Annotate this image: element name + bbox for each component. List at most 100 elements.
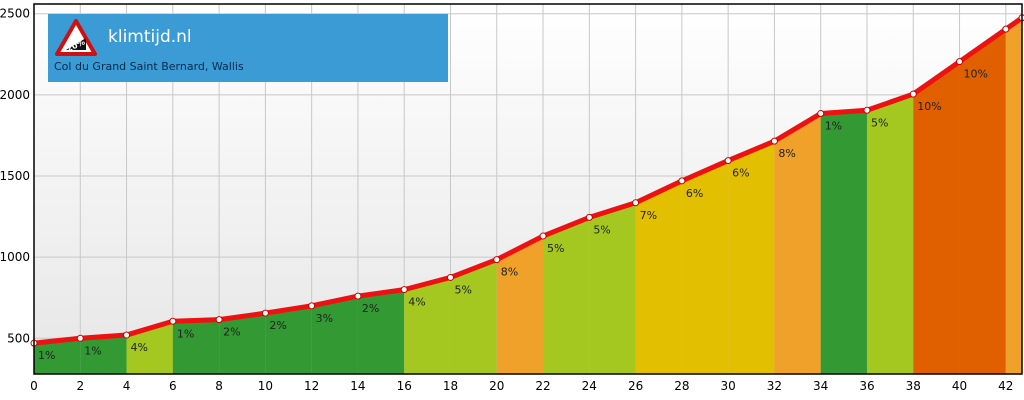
grade-labels: 1% 1% 4% 1% 2% 2% 3% 2% 4% 5% 8% 5% 5% 7% 6% 6% 8% 1% 5% 10… <box>38 68 988 363</box>
profile-point <box>400 286 408 294</box>
grade-segment <box>589 202 636 374</box>
x-tick-label: 4 <box>123 379 131 393</box>
grade-label: 10% <box>964 68 988 81</box>
y-tick-label: 500 <box>7 331 30 345</box>
brand-header: 20% klimtijd.nl Col du Grand Saint Berna… <box>48 14 448 82</box>
profile-point <box>956 58 964 66</box>
plot-border <box>33 3 1023 375</box>
grade-segment <box>265 305 312 374</box>
grade-segment <box>1005 17 1022 375</box>
grade-segment <box>774 113 821 374</box>
grade-segment <box>496 236 544 374</box>
profile-point <box>909 90 917 98</box>
x-axis-ticks: 0 2 4 6 8 10 12 14 16 18 20 22 24 26 28 30 32 34 36 38 40 42 <box>30 379 1013 393</box>
grade-label: 5% <box>547 242 564 255</box>
climb-name: Col du Grand Saint Bernard, Wallis <box>54 60 244 73</box>
profile-point <box>724 157 732 165</box>
x-tick-label: 32 <box>767 379 782 393</box>
grade-segment <box>404 277 451 374</box>
brand-name[interactable]: klimtijd.nl <box>108 27 192 47</box>
profile-point <box>539 232 547 240</box>
grade-segment <box>866 94 914 374</box>
x-tick-label: 18 <box>443 379 458 393</box>
x-tick-label: 6 <box>169 379 177 393</box>
grade-segments <box>34 17 1022 375</box>
profile-point <box>308 302 316 310</box>
profile-point <box>585 213 593 221</box>
profile-point <box>123 331 131 339</box>
x-tick-label: 16 <box>397 379 412 393</box>
grade-segment <box>543 217 590 374</box>
x-tick-label: 10 <box>258 379 273 393</box>
grade-label: 10% <box>917 100 941 113</box>
grade-label: 4% <box>131 341 148 354</box>
grade-segment <box>681 160 729 374</box>
x-tick-label: 8 <box>215 379 223 393</box>
warning-sign-icon: 20% <box>55 19 97 56</box>
grade-segment <box>357 289 405 374</box>
grade-segment <box>34 338 81 374</box>
grade-label: 1% <box>84 344 101 357</box>
grade-segment <box>126 321 173 374</box>
grade-label: 5% <box>593 223 610 236</box>
grade-label: 1% <box>38 349 55 362</box>
y-tick-label: 2000 <box>0 88 30 102</box>
grade-label: 2% <box>223 326 240 339</box>
grade-segment <box>635 180 682 374</box>
y-tick-label: 1000 <box>0 250 30 264</box>
y-tick-label: 1500 <box>0 169 30 183</box>
x-tick-label: 26 <box>628 379 643 393</box>
grade-label: 6% <box>686 187 703 200</box>
x-tick-label: 14 <box>350 379 365 393</box>
x-tick-label: 42 <box>998 379 1013 393</box>
x-tick-label: 2 <box>76 379 84 393</box>
profile-point <box>1002 25 1010 33</box>
profile-point <box>261 309 269 317</box>
x-tick-label: 0 <box>30 379 38 393</box>
x-tick-label: 40 <box>952 379 967 393</box>
grade-label: 6% <box>732 167 749 180</box>
grade-label: 8% <box>778 147 795 160</box>
grade-segment <box>219 313 266 374</box>
profile-point <box>770 137 778 145</box>
profile-points <box>30 14 1024 347</box>
x-tick-label: 36 <box>859 379 874 393</box>
x-tick-label: 24 <box>582 379 597 393</box>
x-tick-label: 30 <box>721 379 736 393</box>
grade-label: 2% <box>269 319 286 332</box>
profile-point <box>863 106 871 114</box>
profile-point <box>817 110 825 118</box>
grade-label: 1% <box>825 120 842 133</box>
profile-point <box>215 316 223 324</box>
profile-point <box>632 199 640 207</box>
grade-label: 7% <box>640 209 657 222</box>
grade-segment <box>311 296 358 374</box>
grade-label: 3% <box>316 312 333 325</box>
profile-point <box>446 273 454 281</box>
x-tick-label: 22 <box>535 379 550 393</box>
grade-segment <box>450 259 497 374</box>
grade-segment <box>728 141 775 374</box>
profile-point <box>678 177 686 185</box>
x-tick-label: 20 <box>489 379 504 393</box>
grade-label: 8% <box>501 266 518 279</box>
grade-segment <box>172 319 220 374</box>
x-tick-label: 38 <box>906 379 921 393</box>
grade-segment <box>959 29 1006 375</box>
profile-point <box>354 292 362 300</box>
grade-segment <box>80 335 127 374</box>
x-tick-label: 28 <box>674 379 689 393</box>
grade-label: 5% <box>871 116 888 129</box>
y-tick-label: 2500 <box>0 7 30 21</box>
y-axis-ticks: 500 1000 1500 2000 2500 <box>0 7 30 346</box>
grade-label: 2% <box>362 302 379 315</box>
profile-point <box>493 256 501 264</box>
x-tick-label: 12 <box>304 379 319 393</box>
profile-point <box>169 317 177 325</box>
grade-label: 1% <box>177 327 194 340</box>
profile-point <box>76 334 84 342</box>
grade-label: 5% <box>454 283 471 296</box>
grade-label: 4% <box>408 296 425 309</box>
grade-segment <box>820 110 867 375</box>
